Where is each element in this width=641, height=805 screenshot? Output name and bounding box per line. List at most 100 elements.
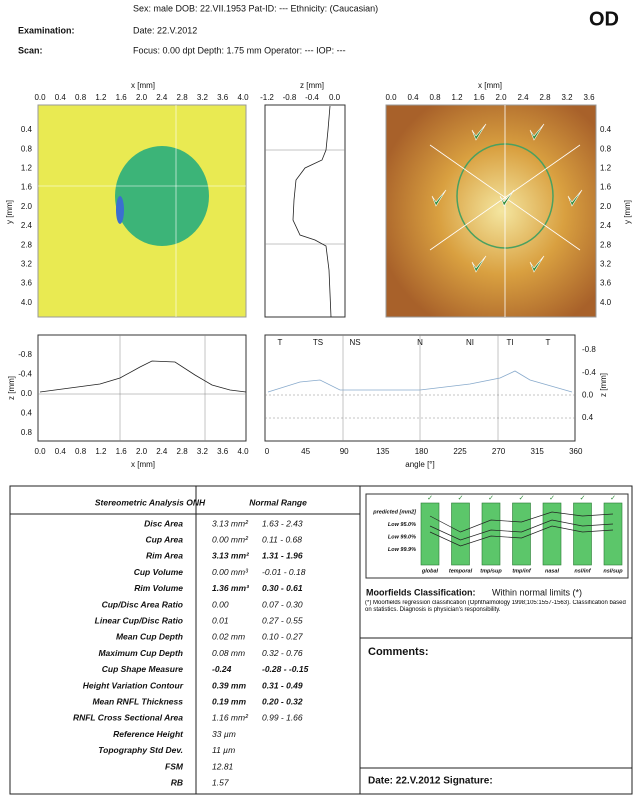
contour-plot	[264, 334, 576, 442]
tick-label: 2.8	[600, 240, 612, 249]
tick-label: 1.2	[95, 447, 107, 456]
row-label: Scan:	[18, 45, 43, 55]
limit-line	[429, 525, 614, 547]
metric-value: 0.00 mm²	[212, 534, 249, 544]
metric-name: Topography Std Dev.	[98, 745, 183, 755]
level-label: Low 99.9%	[388, 547, 416, 553]
metric-name: Height Variation Contour	[83, 680, 184, 690]
axis-label: z [mm]	[599, 373, 608, 397]
tick-label: 1.2	[600, 164, 612, 173]
fundus-image	[385, 104, 597, 318]
metric-name: Linear Cup/Disc Ratio	[95, 615, 183, 625]
metric-range: 0.20 - 0.32	[262, 696, 303, 706]
metric-name: Cup Shape Measure	[102, 664, 184, 674]
axis-label: z [mm]	[300, 81, 324, 90]
sector-label: NS	[349, 338, 360, 347]
tick-label: 2.0	[600, 202, 612, 211]
sector-bar	[481, 502, 501, 566]
tick-label: 1.6	[600, 183, 612, 192]
metric-name: Cup/Disc Area Ratio	[102, 599, 183, 609]
tick-label: 90	[340, 447, 349, 456]
tick-label: 0.4	[600, 125, 612, 134]
tick-label: 0.8	[75, 447, 87, 456]
metric-value: 0.19 mm	[212, 696, 246, 706]
sector-label: N	[417, 338, 423, 347]
tick-label: 3.2	[21, 260, 33, 269]
metric-value: 1.57	[212, 777, 229, 787]
metric-value: 0.02 mm	[212, 632, 245, 642]
metric-value: -0.24	[212, 664, 232, 674]
tick-label: 2.4	[156, 447, 168, 456]
metric-value: 0.39 mm	[212, 680, 246, 690]
sector-label: tmp/sup	[480, 568, 502, 574]
axis-label: y [mm]	[5, 200, 14, 224]
range-header: Normal Range	[249, 497, 307, 507]
tick-label: 0.8	[600, 144, 612, 153]
metric-name: RNFL Cross Sectional Area	[73, 713, 183, 723]
tick-label: 0	[265, 447, 270, 456]
sector-label: nsl/sup	[603, 568, 623, 574]
axis-label: y [mm]	[623, 200, 632, 224]
metric-name: Cup Volume	[134, 567, 184, 577]
metric-name: Maximum Cup Depth	[98, 648, 183, 658]
axis-label: x [mm]	[478, 81, 502, 90]
tick-label: -0.4	[582, 368, 596, 377]
sector-label: TS	[313, 338, 323, 347]
sector-label: tmp/inf	[512, 568, 531, 574]
metric-value: 3.13 mm²	[212, 551, 250, 561]
tick-label: 4.0	[600, 298, 612, 307]
table-frame	[9, 485, 633, 795]
classification: Within normal limits (*)	[492, 587, 582, 597]
sector-label: T	[278, 338, 283, 347]
tick-label: 2.4	[517, 93, 529, 102]
tick-label: 2.0	[21, 202, 33, 211]
tick-label: 135	[376, 447, 390, 456]
sector-label: nasal	[545, 568, 560, 574]
sector-label: TI	[506, 338, 513, 347]
tick-label: 3.2	[197, 447, 209, 456]
row-value: Focus: 0.00 dpt Depth: 1.75 mm Operator:…	[133, 45, 346, 55]
metric-value: 3.13 mm²	[212, 518, 249, 528]
sector-check: ✓	[610, 495, 616, 502]
tick-label: 225	[453, 447, 467, 456]
tick-label: 0.0	[329, 93, 341, 102]
metric-range: 1.63 - 2.43	[262, 518, 303, 528]
metric-value: 0.00 mm³	[212, 567, 249, 577]
tick-label: 315	[531, 447, 545, 456]
tick-label: 0.4	[407, 93, 419, 102]
level-label: predicted [mm2]	[372, 509, 416, 515]
tick-label: 0.4	[55, 447, 67, 456]
tick-label: 0.4	[582, 413, 594, 422]
comments-label: Comments:	[368, 646, 429, 658]
tick-label: 4.0	[237, 93, 249, 102]
tick-label: 3.6	[583, 93, 595, 102]
table-title: Stereometric Analysis ONH	[95, 497, 206, 507]
tick-label: 2.8	[21, 240, 33, 249]
classification-label: Moorfields Classification:	[366, 587, 476, 597]
tick-label: 3.6	[21, 279, 33, 288]
sector-label: NI	[466, 338, 474, 347]
tick-label: -0.8	[283, 93, 297, 102]
tick-label: 2.8	[177, 447, 189, 456]
metric-range: 1.31 - 1.96	[262, 551, 303, 561]
row-label: Examination:	[18, 25, 75, 35]
tick-label: 4.0	[21, 298, 33, 307]
tick-label: 3.6	[600, 279, 612, 288]
vertical-profile	[264, 104, 346, 318]
tick-label: 3.2	[561, 93, 573, 102]
tick-label: -0.4	[305, 93, 319, 102]
tick-label: -0.8	[582, 345, 596, 354]
limit-line	[429, 519, 614, 541]
tick-label: 2.0	[136, 447, 148, 456]
tick-label: 2.8	[539, 93, 551, 102]
tick-label: 1.6	[21, 183, 33, 192]
tick-label: 3.2	[600, 260, 612, 269]
axis-label: x [mm]	[131, 81, 155, 90]
tick-label: 0.8	[429, 93, 441, 102]
metric-range: -0.28 - -0.15	[262, 664, 309, 674]
metric-range: 0.31 - 0.49	[262, 680, 303, 690]
tick-label: 0.4	[21, 409, 33, 418]
metric-name: Disc Area	[144, 518, 183, 528]
metric-range: 0.27 - 0.55	[262, 615, 303, 625]
